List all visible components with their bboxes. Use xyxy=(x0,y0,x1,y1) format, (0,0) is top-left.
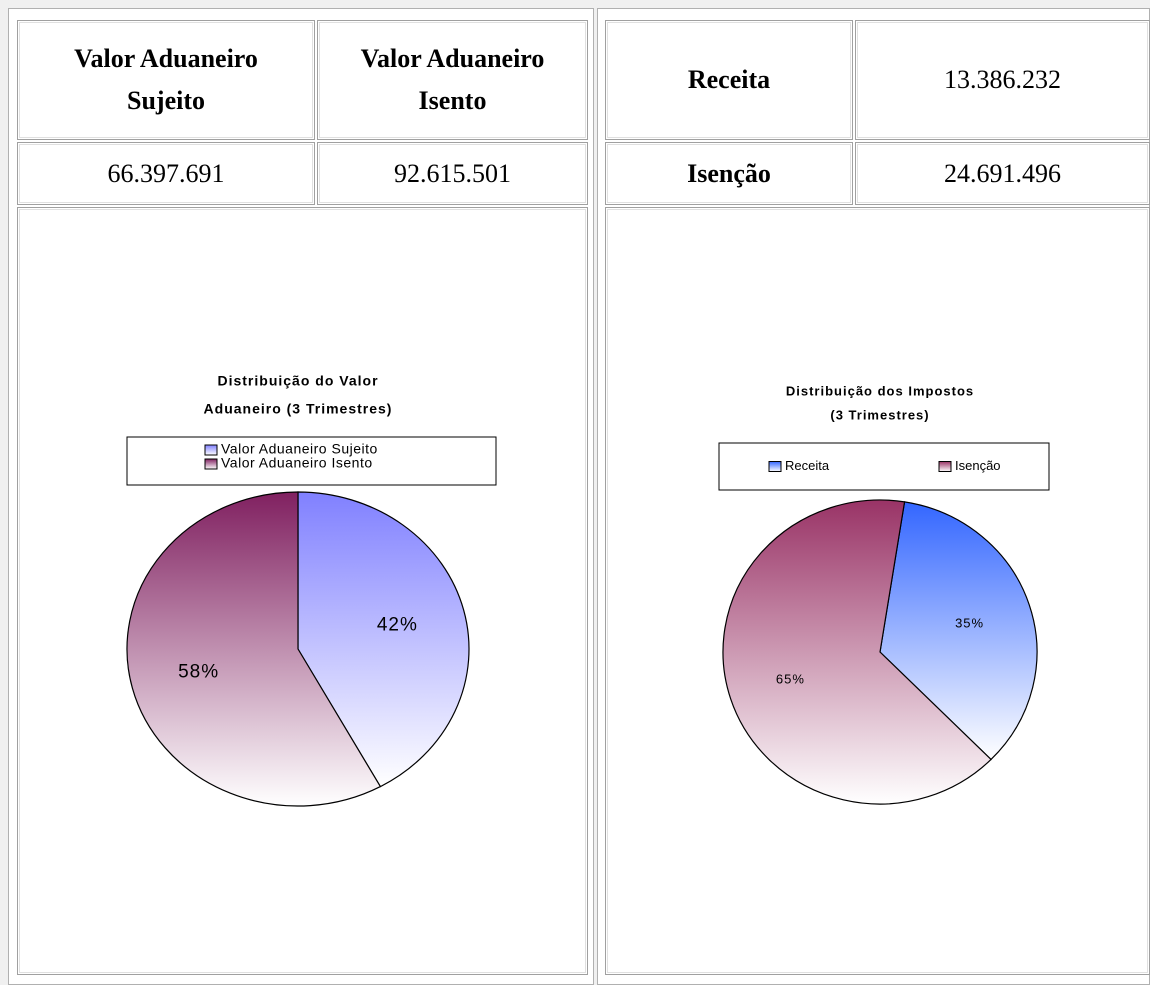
chart-cell xyxy=(605,207,1150,975)
value-text: 24.691.496 xyxy=(944,158,1061,188)
header-text: Valor Aduaneiro Sujeito xyxy=(74,44,258,115)
value-text: 13.386.232 xyxy=(944,65,1061,94)
header-cell: Valor Aduaneiro Isento xyxy=(317,20,588,140)
label-text: Receita xyxy=(687,65,771,94)
header-cell: Valor Aduaneiro Sujeito xyxy=(17,20,315,140)
label-text: Isenção xyxy=(687,158,771,188)
value-text: 66.397.691 xyxy=(107,158,225,188)
value-cell: 66.397.691 xyxy=(17,142,315,205)
value-cell: 92.615.501 xyxy=(317,142,588,205)
chart-cell xyxy=(17,207,588,975)
value-cell: 24.691.496 xyxy=(855,142,1150,205)
label-cell: Isenção xyxy=(605,142,853,205)
value-text: 92.615.501 xyxy=(394,158,511,188)
label-cell: Receita xyxy=(605,20,853,140)
value-cell: 13.386.232 xyxy=(855,20,1150,140)
header-text: Valor Aduaneiro Isento xyxy=(360,44,545,115)
